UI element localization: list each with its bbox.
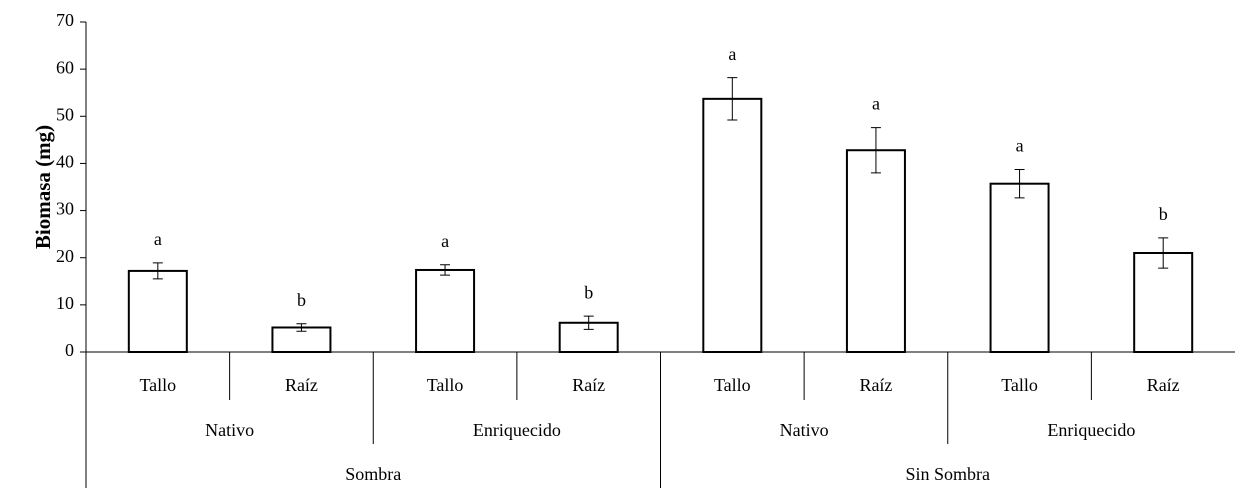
significance-label: a: [1016, 136, 1024, 156]
error-bar: [727, 77, 738, 121]
x-tick-label: Tallo: [139, 375, 176, 395]
y-tick-label: 30: [56, 199, 74, 219]
error-bar: [440, 264, 451, 276]
y-tick-label: 10: [56, 293, 74, 313]
bar: [845, 149, 906, 353]
significance-label: b: [297, 290, 306, 310]
group-label: Enriquecido: [1047, 420, 1135, 440]
y-tick-label: 0: [65, 340, 74, 360]
error-bar: [870, 127, 881, 174]
y-tick-label: 20: [56, 246, 74, 266]
significance-label: b: [584, 282, 593, 302]
supergroup-label: Sombra: [345, 464, 401, 484]
y-axis-label: Biomasa (mg): [31, 125, 55, 249]
bar: [702, 97, 763, 354]
bar: [127, 269, 188, 353]
x-tick-label: Raíz: [285, 375, 318, 395]
x-tick-label: Raíz: [572, 375, 605, 395]
y-tick-label: 40: [56, 152, 74, 172]
error-bar: [583, 315, 594, 330]
error-bar: [1014, 169, 1025, 199]
bar: [415, 268, 476, 354]
supergroup-label: Sin Sombra: [905, 464, 990, 484]
significance-label: a: [728, 44, 736, 64]
error-bar: [296, 323, 307, 332]
x-tick-label: Raíz: [1147, 375, 1180, 395]
significance-label: b: [1159, 204, 1168, 224]
x-tick-label: Tallo: [714, 375, 751, 395]
y-tick-label: 60: [56, 57, 74, 77]
error-bar: [152, 262, 163, 280]
bar: [989, 182, 1050, 353]
x-tick-label: Tallo: [427, 375, 464, 395]
group-label: Nativo: [205, 420, 254, 440]
y-tick-label: 70: [56, 10, 74, 30]
x-tick-label: Raíz: [859, 375, 892, 395]
significance-label: a: [872, 94, 880, 114]
error-bar: [1158, 237, 1169, 269]
significance-label: a: [441, 231, 449, 251]
significance-label: a: [154, 229, 162, 249]
group-label: Enriquecido: [473, 420, 561, 440]
y-tick-label: 50: [56, 104, 74, 124]
group-label: Nativo: [780, 420, 829, 440]
x-tick-label: Tallo: [1001, 375, 1038, 395]
